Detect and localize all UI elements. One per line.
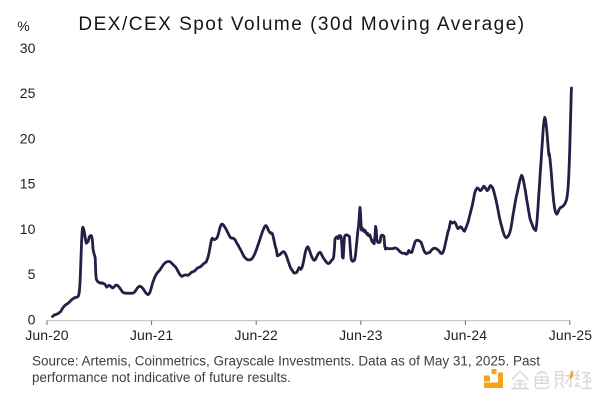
svg-text:Jun-21: Jun-21 <box>130 327 174 343</box>
svg-text:25: 25 <box>20 85 36 101</box>
svg-text:%: % <box>17 18 30 34</box>
svg-text:Jun-22: Jun-22 <box>234 327 278 343</box>
svg-text:20: 20 <box>20 130 36 146</box>
svg-text:10: 10 <box>20 221 36 237</box>
svg-text:30: 30 <box>20 40 36 56</box>
svg-text:DEX/CEX Spot Volume (30d Movin: DEX/CEX Spot Volume (30d Moving Average) <box>78 14 525 35</box>
svg-text:Source: Artemis, Coinmetrics,: Source: Artemis, Coinmetrics, Grayscale … <box>32 353 540 368</box>
svg-text:Jun-23: Jun-23 <box>339 327 383 343</box>
svg-text:5: 5 <box>28 266 36 282</box>
svg-text:Jun-24: Jun-24 <box>444 327 488 343</box>
svg-text:performance not indicative of: performance not indicative of future res… <box>32 370 291 385</box>
svg-text:Jun-25: Jun-25 <box>549 327 593 343</box>
svg-text:15: 15 <box>20 176 36 192</box>
svg-text:0: 0 <box>28 311 36 327</box>
svg-text:Jun-20: Jun-20 <box>25 327 69 343</box>
